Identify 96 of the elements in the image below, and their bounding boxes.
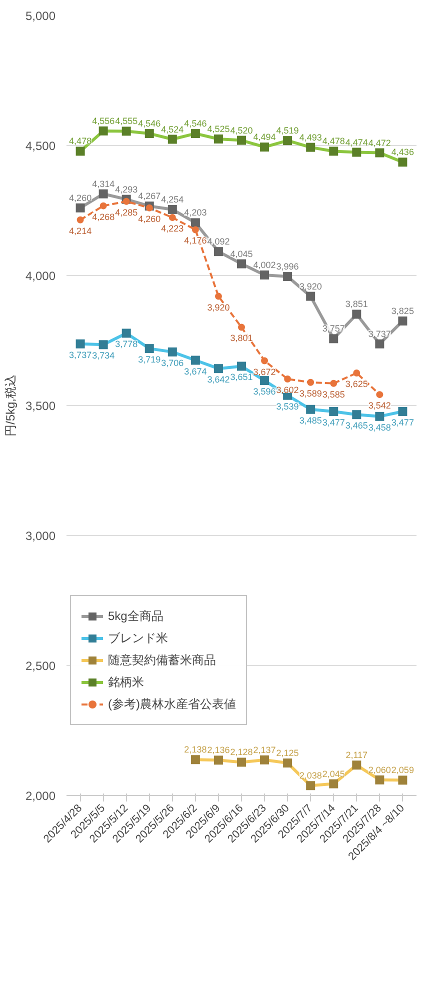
data-label: 3,539 [276, 401, 299, 412]
y-tick-label: 3,000 [25, 529, 56, 543]
data-label: 3,589 [299, 388, 322, 398]
point [307, 378, 314, 386]
data-label: 3,642 [207, 374, 230, 385]
data-label: 4,002 [253, 260, 276, 270]
point [100, 202, 107, 210]
legend-label: ブレンド米 [108, 630, 168, 646]
legend-label: 5kg全商品 [108, 608, 164, 624]
data-label: 2,125 [276, 748, 299, 758]
data-label: 4,472 [368, 138, 391, 148]
point [261, 357, 268, 364]
point [122, 198, 130, 205]
data-label: 3,542 [368, 400, 391, 411]
data-label: 3,485 [299, 415, 322, 426]
y-tick-label: 4,500 [25, 139, 56, 153]
data-label: 3,465 [345, 420, 368, 431]
data-label: 3,737 [69, 350, 92, 360]
data-label: 4,314 [92, 178, 115, 189]
data-label: 4,474 [345, 137, 368, 148]
data-label: 3,706 [161, 358, 184, 368]
data-label: 3,801 [230, 333, 253, 344]
y-tick-label: 2,500 [25, 659, 56, 673]
data-label: 2,117 [346, 750, 368, 760]
point [214, 292, 222, 300]
data-label: 4,045 [230, 248, 253, 259]
data-label: 3,458 [368, 422, 391, 432]
data-label: 4,478 [69, 136, 92, 146]
data-label: 3,825 [391, 306, 414, 316]
data-label: 4,267 [138, 191, 161, 202]
point [353, 370, 360, 376]
data-label: 4,214 [69, 226, 92, 236]
point [146, 204, 153, 212]
data-label: 4,436 [391, 147, 414, 158]
data-label: 3,996 [276, 262, 299, 272]
point [330, 380, 338, 387]
data-label: 2,045 [322, 768, 345, 779]
data-label: 4,525 [207, 124, 230, 134]
data-label: 4,556 [92, 116, 115, 126]
legend-label: (参考)農林水産省公表値 [108, 696, 236, 712]
data-label: 3,674 [184, 366, 207, 376]
data-label: 2,038 [299, 770, 322, 781]
point [76, 216, 84, 224]
y-tick-label: 5,000 [25, 9, 56, 23]
data-label: 4,520 [230, 125, 253, 136]
data-label: 4,546 [138, 118, 161, 129]
data-label: 4,546 [184, 118, 207, 129]
data-label: 4,555 [115, 116, 138, 126]
y-tick-label: 2,000 [25, 789, 56, 803]
data-label: 3,625 [345, 379, 368, 389]
legend-label: 随意契約備蓄米商品 [108, 652, 216, 668]
data-label: 3,477 [391, 417, 414, 428]
data-label: 2,138 [184, 744, 207, 755]
data-label: 4,268 [92, 212, 115, 222]
data-label: 3,602 [276, 384, 299, 395]
data-label: 3,672 [253, 366, 276, 377]
data-label: 4,285 [115, 207, 138, 218]
data-label: 2,060 [368, 764, 391, 775]
data-label: 4,493 [299, 132, 322, 142]
data-label: 2,136 [207, 745, 230, 756]
data-label: 3,920 [207, 302, 230, 312]
point [168, 214, 176, 222]
data-label: 4,203 [184, 208, 207, 218]
data-label: 3,596 [253, 386, 276, 397]
data-label: 3,778 [115, 339, 138, 350]
data-label: 3,477 [322, 417, 345, 428]
y-tick-label: 4,000 [25, 269, 56, 283]
data-label: 4,494 [253, 132, 276, 142]
data-label: 4,293 [115, 184, 138, 194]
point [376, 391, 384, 398]
legend-label: 銘柄米 [108, 674, 144, 690]
data-label: 3,920 [299, 281, 322, 292]
y-tick-label: 3,500 [25, 399, 56, 413]
data-label: 2,137 [253, 744, 276, 755]
data-label: 3,757 [322, 324, 345, 334]
data-label: 3,737 [368, 328, 391, 339]
point [192, 226, 199, 234]
data-label: 4,478 [322, 136, 345, 146]
data-label: 3,851 [345, 299, 368, 310]
data-label: 3,734 [92, 350, 115, 361]
point [284, 375, 292, 382]
data-label: 4,260 [69, 192, 92, 203]
point [238, 324, 245, 331]
data-label: 4,260 [138, 214, 161, 224]
data-label: 3,651 [230, 372, 253, 382]
data-label: 3,719 [138, 354, 161, 365]
data-label: 2,128 [230, 747, 253, 758]
data-label: 4,519 [276, 126, 299, 136]
data-label: 3,585 [322, 389, 345, 400]
data-label: 4,254 [161, 194, 184, 204]
y-axis-title: 円/5kg,税込 [3, 374, 18, 437]
data-label: 4,223 [161, 224, 184, 234]
data-label: 4,092 [207, 236, 230, 247]
data-label: 4,524 [161, 124, 184, 134]
data-label: 4,176 [184, 236, 207, 246]
data-label: 2,059 [391, 765, 414, 776]
